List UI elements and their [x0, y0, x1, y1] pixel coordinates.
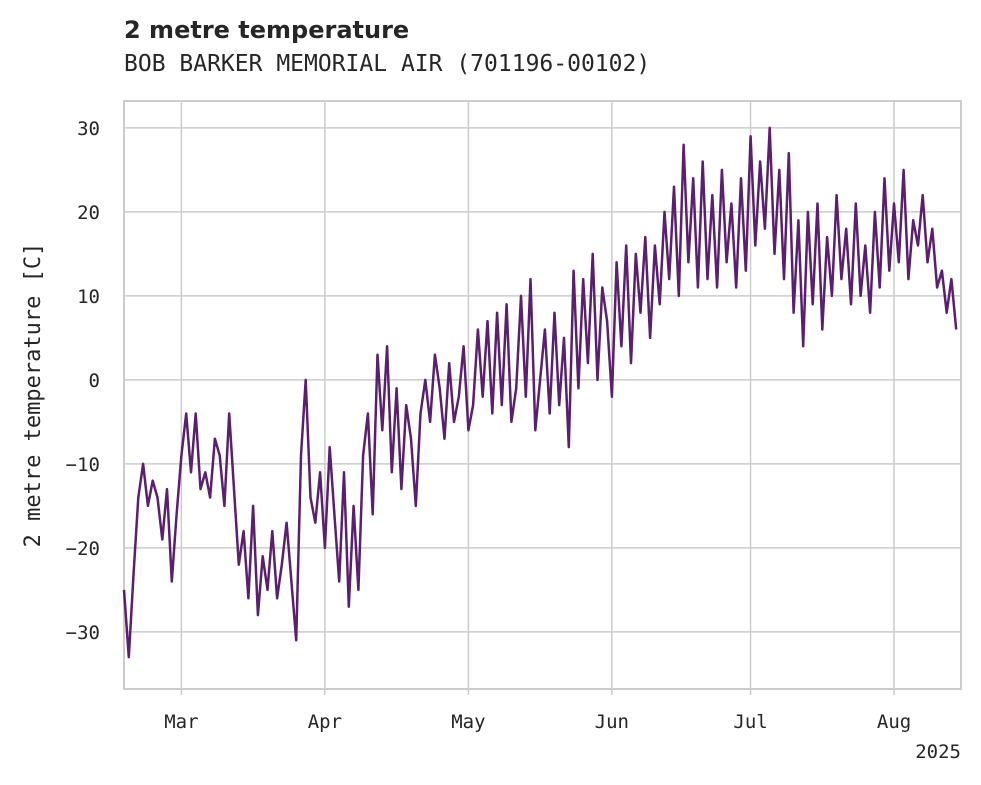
- x-tick-label: Jun: [595, 711, 629, 733]
- plot-frame: [123, 100, 962, 690]
- series-line: [122, 126, 958, 659]
- y-tick-label: 10: [77, 286, 100, 308]
- x-tick-label: Aug: [877, 711, 911, 733]
- y-tick-label: 20: [77, 202, 100, 224]
- chart-title: 2 metre temperature: [124, 16, 410, 44]
- x-tick-label: May: [451, 711, 485, 733]
- y-tick-label: −10: [66, 454, 100, 476]
- y-axis-label: 2 metre temperature [C]: [21, 243, 46, 548]
- y-tick-label: 0: [89, 370, 100, 392]
- x-tick-label: Apr: [308, 711, 342, 733]
- y-tick-label: 30: [77, 118, 100, 140]
- y-tick-label: −20: [66, 538, 100, 560]
- x-tick-label: Mar: [164, 711, 198, 733]
- x-tick-label: Jul: [733, 711, 767, 733]
- year-label: 2025: [915, 741, 961, 763]
- chart-subtitle: BOB BARKER MEMORIAL AIR (701196-00102): [124, 51, 651, 77]
- y-tick-label: −30: [66, 622, 100, 644]
